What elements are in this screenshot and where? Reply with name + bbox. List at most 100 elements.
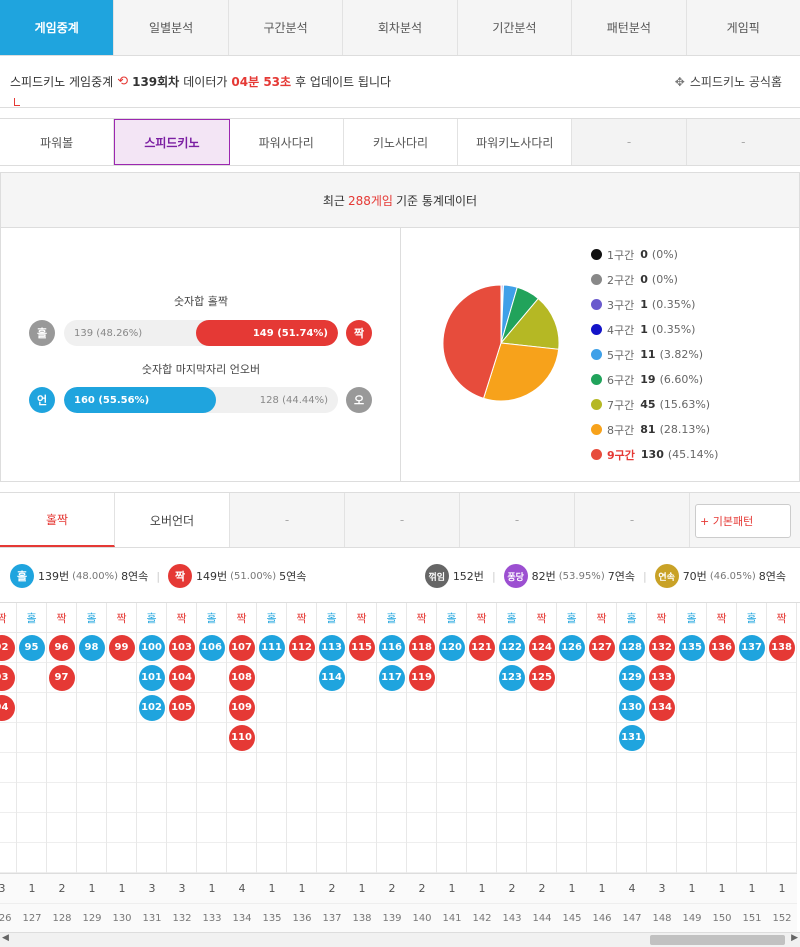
- pattern-cell: [557, 783, 586, 813]
- pattern-cell: [647, 753, 676, 783]
- tab-keno-ladder[interactable]: 키노사다리: [344, 119, 459, 165]
- run-length: 1: [557, 873, 587, 903]
- pattern-cell: 111: [257, 633, 286, 663]
- pie-slice-8: [482, 342, 560, 402]
- legend-pct: (0.35%): [651, 323, 696, 336]
- run-length: 4: [227, 873, 257, 903]
- pattern-cell: [557, 723, 586, 753]
- even-value: 149 (51.74%): [196, 320, 338, 346]
- round-number: 127: [17, 903, 47, 932]
- official-site-link[interactable]: ✥ 스피드키노 공식홈: [675, 73, 782, 90]
- pattern-cell: 105: [167, 693, 196, 723]
- tab-power-keno-ladder[interactable]: 파워키노사다리: [458, 119, 573, 165]
- tab-section-analysis[interactable]: 구간분석: [229, 0, 344, 55]
- pattern-ball: 127: [588, 634, 615, 661]
- pattern-column: 홀 100 101 102 3 131: [137, 603, 167, 932]
- pattern-cell: [437, 843, 466, 873]
- pattern-ball: 131: [618, 724, 645, 751]
- pattern-column: 홀 106 1 133: [197, 603, 227, 932]
- scroll-right-icon[interactable]: ▶: [791, 933, 798, 943]
- bounce-stat-pct: (53.95%): [558, 570, 605, 582]
- pattern-cell: 123: [497, 663, 526, 693]
- pattern-cell: [467, 783, 496, 813]
- pattern-grid[interactable]: 짝9293943126홀951127짝96972128홀981129짝99113…: [0, 602, 800, 932]
- pattern-ball: 104: [168, 664, 195, 691]
- scroll-thumb[interactable]: [650, 935, 785, 945]
- pattern-cell: [707, 693, 736, 723]
- pattern-ball: 116: [378, 634, 405, 661]
- tab-game-live[interactable]: 게임중계: [0, 0, 115, 55]
- pattern-cell: [107, 753, 136, 783]
- pattern-column: 짝 115 1 138: [347, 603, 377, 932]
- pattern-cell: 106: [197, 633, 226, 663]
- tab-round-analysis[interactable]: 회차분석: [343, 0, 458, 55]
- round-number: 137: [317, 903, 347, 932]
- pattern-cell: 132: [647, 633, 676, 663]
- tab-game-pick[interactable]: 게임픽: [726, 21, 760, 35]
- run-length: 1: [767, 873, 797, 903]
- pattern-cell: [527, 723, 556, 753]
- pattern-ball: 111: [258, 634, 285, 661]
- pattern-cell: [647, 723, 676, 753]
- pattern-ball: 97: [48, 664, 75, 691]
- pattern-cell: [257, 693, 286, 723]
- pattern-cell: 126: [557, 633, 586, 663]
- pattern-cell: [47, 753, 76, 783]
- pattern-ball: 117: [378, 664, 405, 691]
- pattern-column-header: 홀: [197, 603, 226, 633]
- pattern-cell: 100: [137, 633, 166, 663]
- pattern-column-header: 홀: [257, 603, 286, 633]
- tab-odd-even[interactable]: 홀짝: [0, 493, 115, 547]
- pattern-ball: 138: [768, 634, 795, 661]
- tab-power-ladder[interactable]: 파워사다리: [230, 119, 344, 165]
- tab-over-under[interactable]: 오버언더: [115, 493, 230, 547]
- pattern-cell: [257, 663, 286, 693]
- tab-pattern-analysis[interactable]: 패턴분석: [572, 0, 687, 55]
- pattern-cell: [707, 723, 736, 753]
- scroll-left-icon[interactable]: ◀: [2, 933, 9, 943]
- legend-pct: (0%): [651, 273, 678, 286]
- pattern-cell: [227, 843, 256, 873]
- pattern-cell: [467, 753, 496, 783]
- round-number: 131: [137, 903, 167, 932]
- pattern-cell: [557, 753, 586, 783]
- pattern-column: 홀 113 114 2 137: [317, 603, 347, 932]
- update-status-bar: 스피드키노 게임중계 ⟲ 139회차 데이터가 04분 53초 후 업데이트 됩…: [0, 56, 800, 108]
- legend-label: 4구간: [607, 323, 635, 337]
- under-value: 160 (55.56%): [64, 387, 216, 413]
- tab-speedkeno[interactable]: 스피드키노: [114, 119, 230, 165]
- round-number: 149: [677, 903, 707, 932]
- pattern-column-header: 짝: [227, 603, 256, 633]
- pattern-ball: 102: [138, 694, 165, 721]
- ratio-bars: 숫자합 홀짝 홀 139 (48.26%) 149 (51.74%) 짝 숫자합…: [1, 228, 401, 482]
- tab-powerball[interactable]: 파워볼: [0, 119, 115, 165]
- pattern-cell: [677, 693, 706, 723]
- tab-period-analysis[interactable]: 기간분석: [458, 0, 573, 55]
- pattern-column-header: 짝: [647, 603, 676, 633]
- legend-count: 45: [640, 398, 656, 411]
- legend-count: 1: [640, 323, 648, 336]
- even-stat-streak: 5연속: [279, 570, 307, 583]
- pattern-cell: [17, 693, 46, 723]
- pattern-ball: 103: [168, 634, 195, 661]
- pie-slice-7: [500, 297, 560, 350]
- pattern-cell: [77, 843, 106, 873]
- round-number: 132: [167, 903, 197, 932]
- pattern-column-header: 짝: [167, 603, 196, 633]
- pattern-ball: 93: [0, 664, 15, 691]
- pattern-cell: [737, 813, 766, 843]
- tab-daily-analysis[interactable]: 일별분석: [114, 0, 229, 55]
- pattern-cell: 101: [137, 663, 166, 693]
- pattern-column: 홀 120 1 141: [437, 603, 467, 932]
- pattern-cell: [17, 843, 46, 873]
- run-length: 2: [527, 873, 557, 903]
- status-suffix: 후 업데이트 됩니다: [295, 75, 392, 89]
- pattern-cell: [407, 753, 436, 783]
- horizontal-scrollbar[interactable]: ◀ ▶: [0, 932, 800, 947]
- basic-pattern-button[interactable]: + 기본패턴: [695, 504, 791, 538]
- pattern-ball: 124: [528, 634, 555, 661]
- round-number: 136: [287, 903, 317, 932]
- pattern-column: 짝 138 1 152: [767, 603, 797, 932]
- pattern-cell: 134: [647, 693, 676, 723]
- underover-bar: 160 (55.56%) 128 (44.44%): [64, 387, 338, 413]
